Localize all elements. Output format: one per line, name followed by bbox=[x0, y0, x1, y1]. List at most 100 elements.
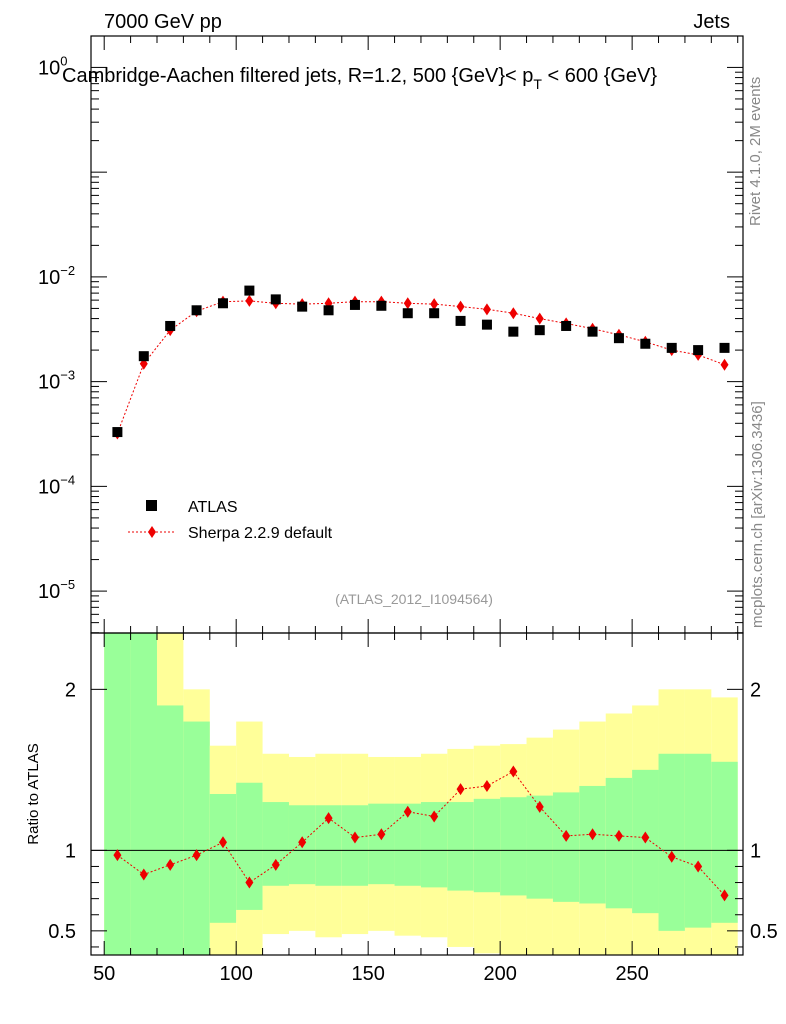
ratio-y-tick-label-right: 1 bbox=[750, 840, 761, 862]
ratio-mc-point bbox=[614, 829, 623, 842]
data-point bbox=[349, 299, 360, 310]
mc-point bbox=[430, 298, 439, 311]
legend-mc-marker bbox=[148, 526, 156, 538]
ratio-mc-point bbox=[535, 800, 544, 813]
data-point bbox=[165, 320, 176, 331]
ratio-mc-point bbox=[694, 860, 703, 873]
data-point bbox=[429, 308, 440, 319]
data-point bbox=[217, 298, 228, 309]
band-inner-bin bbox=[104, 633, 131, 955]
legend-data-marker bbox=[146, 500, 157, 511]
ratio-mc-point bbox=[667, 850, 676, 863]
title-main: Cambridge-Aachen filtered jets, R=1.2, 5… bbox=[62, 65, 533, 87]
energy-label: 7000 GeV pp bbox=[104, 11, 222, 33]
data-point bbox=[666, 342, 677, 353]
ratio-y-tick-label-right: 2 bbox=[750, 679, 761, 701]
band-inner-bin bbox=[447, 802, 474, 891]
ratio-x-tick-label: 250 bbox=[615, 963, 648, 985]
ratio-y-tick-label-left: 1 bbox=[65, 840, 76, 862]
ratio-x-tick-label: 150 bbox=[351, 963, 384, 985]
rivet-label: Rivet 4.1.0, 2M events bbox=[747, 77, 764, 226]
data-point bbox=[587, 326, 598, 337]
mc-point bbox=[509, 307, 518, 320]
data-point bbox=[693, 345, 704, 356]
main-y-tick-label: 10−4 bbox=[38, 472, 75, 498]
data-series bbox=[112, 285, 730, 438]
ratio-mc-point bbox=[139, 868, 148, 881]
band-inner-bin bbox=[684, 753, 712, 928]
ratio-mc-point bbox=[192, 849, 201, 862]
band-inner-bin bbox=[658, 753, 685, 931]
data-point bbox=[640, 338, 651, 349]
ratio-mc-point bbox=[377, 828, 386, 841]
ratio-mc-line bbox=[117, 770, 725, 896]
band-inner-bin bbox=[236, 782, 263, 910]
ratio-ylabel: Ratio to ATLAS bbox=[25, 743, 42, 844]
ratio-mc-point bbox=[324, 812, 333, 825]
ratio-mc-point bbox=[298, 836, 307, 849]
ratio-axes: 0.5 0.51 12 250 100 150 200 250 bbox=[48, 633, 778, 985]
ratio-panel-frame bbox=[90, 632, 744, 956]
ratio-x-tick-label: 50 bbox=[93, 963, 115, 985]
data-point bbox=[376, 300, 387, 311]
ratio-y-tick-label-right: 0.5 bbox=[750, 921, 778, 943]
analysis-id: (ATLAS_2012_I1094564) bbox=[335, 591, 493, 607]
main-y-tick-label: 10−2 bbox=[38, 263, 75, 289]
mc-point bbox=[535, 312, 544, 325]
band-inner-bin bbox=[500, 797, 527, 896]
ratio-y-tick-label-left: 2 bbox=[65, 679, 76, 701]
ratio-x-tick-label: 200 bbox=[483, 963, 516, 985]
mc-point bbox=[456, 300, 465, 313]
ratio-mc-point bbox=[166, 858, 175, 871]
mc-point bbox=[245, 294, 254, 307]
data-point bbox=[719, 342, 730, 353]
mcplots-label: mcplots.cern.ch [arXiv:1306.3436] bbox=[749, 401, 766, 628]
title-end: < 600 {GeV} bbox=[542, 65, 657, 87]
data-point bbox=[270, 294, 281, 305]
data-point bbox=[481, 319, 492, 330]
band-inner-bin bbox=[262, 802, 289, 886]
legend-mc-label: Sherpa 2.2.9 default bbox=[188, 525, 333, 542]
main-y-tick-label: 10−3 bbox=[38, 368, 75, 394]
ratio-mc-point bbox=[430, 810, 439, 823]
band-inner-bin bbox=[368, 803, 395, 885]
main-y-tick-label: 10−5 bbox=[38, 577, 75, 603]
ratio-mc-point bbox=[350, 831, 359, 844]
mc-point bbox=[403, 297, 412, 310]
ratio-mc-point bbox=[403, 805, 412, 818]
data-point bbox=[191, 305, 202, 316]
ratio-mc-point bbox=[271, 858, 280, 871]
data-point bbox=[534, 325, 545, 336]
data-point bbox=[138, 351, 149, 362]
data-point bbox=[297, 301, 308, 312]
band-inner-bin bbox=[552, 792, 580, 902]
legend-data-label: ATLAS bbox=[188, 499, 238, 516]
band-inner-bin bbox=[605, 777, 633, 909]
data-point bbox=[613, 333, 624, 344]
ratio-uncertainty-bands bbox=[104, 633, 738, 955]
ratio-mc-point bbox=[245, 876, 254, 889]
mc-series bbox=[113, 294, 729, 440]
mc-point bbox=[482, 303, 491, 316]
ratio-mc-series bbox=[113, 765, 729, 902]
category-label: Jets bbox=[693, 11, 730, 33]
ratio-mc-point bbox=[456, 783, 465, 796]
ratio-y-tick-label-left: 0.5 bbox=[48, 921, 76, 943]
main-y-tick-label: 100 bbox=[38, 53, 67, 79]
ratio-mc-point bbox=[113, 849, 122, 862]
band-inner-bin bbox=[183, 721, 210, 955]
band-inner-bin bbox=[130, 633, 157, 955]
ratio-mc-point bbox=[218, 836, 227, 849]
data-point bbox=[402, 308, 413, 319]
plot-title: Cambridge-Aachen filtered jets, R=1.2, 5… bbox=[62, 65, 657, 92]
data-point bbox=[244, 285, 255, 296]
band-inner-bin bbox=[156, 705, 184, 955]
mc-point bbox=[720, 358, 729, 371]
ratio-mc-point bbox=[720, 889, 729, 902]
band-inner-bin bbox=[579, 785, 606, 904]
data-point bbox=[112, 427, 123, 438]
band-inner-bin bbox=[473, 798, 501, 893]
data-point bbox=[561, 320, 572, 331]
ratio-mc-point bbox=[641, 831, 650, 844]
